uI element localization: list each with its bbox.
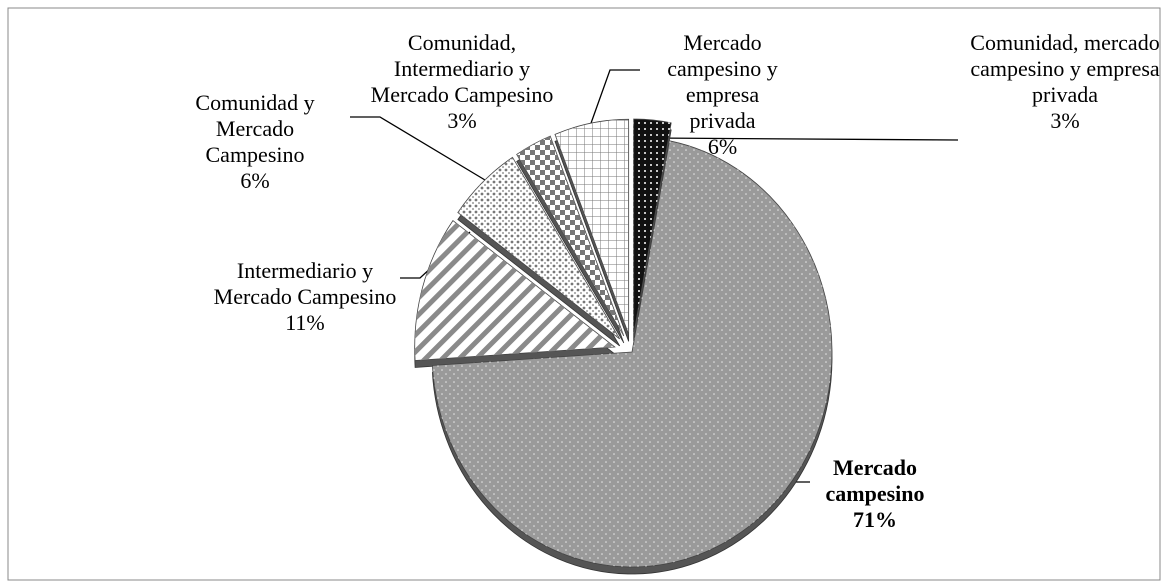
value-label: 71% [853,507,897,532]
value-label: 3% [1050,108,1080,133]
slice-label: Mercado campesino y empresa privada 6% [655,30,790,160]
slice-label: Comunidad, Intermediario y Mercado Campe… [362,30,562,134]
category-label: Intermediario y Mercado Campesino [213,258,397,309]
category-label: Mercado campesino y empresa privada [667,30,778,133]
slice-label: Mercado campesino 71% [800,455,950,533]
category-label: Comunidad, mercado campesino y empresa p… [970,30,1160,107]
value-label: 11% [285,310,325,335]
value-label: 6% [240,168,270,193]
frame [7,7,1161,581]
slice-label: Comunidad y Mercado Campesino 6% [170,90,340,194]
value-label: 3% [447,108,477,133]
category-label: Mercado campesino [825,455,925,506]
value-label: 6% [707,134,738,159]
category-label: Comunidad, Intermediario y Mercado Campe… [370,30,554,107]
slice-label: Comunidad, mercado campesino y empresa p… [965,30,1165,134]
slice-label: Intermediario y Mercado Campesino 11% [205,258,405,336]
pie [414,118,833,575]
category-label: Comunidad y Mercado Campesino [195,90,315,167]
